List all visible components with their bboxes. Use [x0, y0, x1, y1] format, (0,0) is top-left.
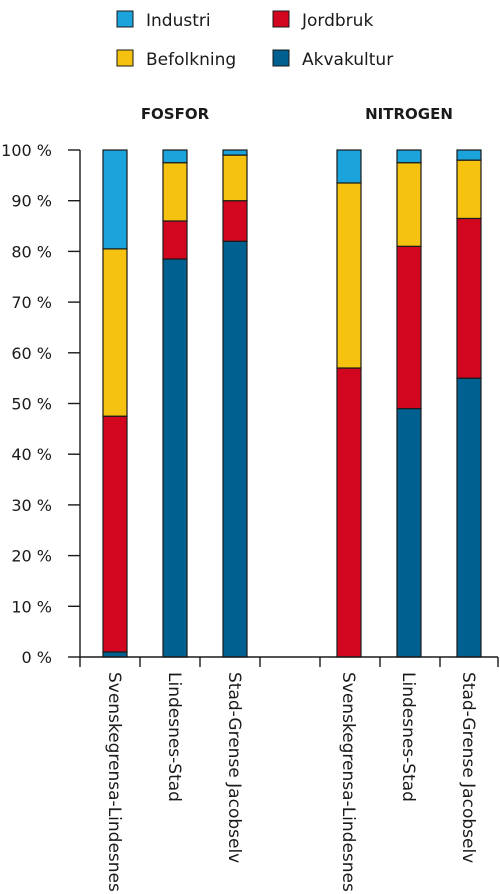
bar-fosfor-lindesnes-stad-akvakultur	[162, 258, 188, 658]
bar-nitrogen-stad-grense-jacobselv-industri	[456, 149, 482, 161]
x-axis: Svenskegrensa-Lindesnes Lindesnes-Stad Sta…	[79, 656, 499, 892]
bar-fosfor-lindesnes-stad-jordbruk	[162, 220, 188, 260]
y-tick-label-10: 10 %	[11, 597, 52, 616]
bar-nitrogen-lindesnes-stad-industri	[396, 149, 422, 164]
x-label-fosfor-svenskegrensa-lindesnes: Svenskegrensa-Lindesnes	[104, 672, 124, 892]
legend-label-industri: Industri	[146, 11, 211, 31]
x-label-nitrogen-stad-grense-jacobselv: Stad-Grense Jacobselv	[458, 672, 478, 863]
x-label-fosfor-lindesnes-stad: Lindesnes-Stad	[164, 672, 184, 802]
bar-nitrogen-lindesnes-stad-befolkning	[396, 162, 422, 247]
y-tick-label-0: 0 %	[22, 648, 52, 667]
y-tick-label-70: 70 %	[11, 293, 52, 312]
bar-fosfor-svenskegrensa-lindesnes-jordbruk	[102, 415, 128, 653]
group-titles: FOSFOR NITROGEN	[141, 105, 453, 123]
bar-nitrogen-svenskegrensa-lindesnes-jordbruk	[336, 367, 362, 658]
legend-label-befolkning: Befolkning	[146, 50, 236, 70]
x-label-nitrogen-svenskegrensa-lindesnes: Svenskegrensa-Lindesnes	[338, 672, 358, 892]
legend-swatch-jordbruk	[272, 10, 290, 28]
bar-fosfor-lindesnes-stad-industri	[162, 149, 188, 164]
bar-nitrogen-stad-grense-jacobselv-jordbruk	[456, 217, 482, 379]
y-tick-label-100: 100 %	[1, 141, 52, 160]
bar-fosfor-stad-grense-jacobselv-befolkning	[222, 154, 248, 202]
bars	[102, 149, 482, 658]
y-tick-label-80: 80 %	[11, 242, 52, 261]
bar-fosfor-stad-grense-jacobselv-jordbruk	[222, 200, 248, 242]
group-title-fosfor: FOSFOR	[141, 105, 210, 123]
bar-fosfor-stad-grense-jacobselv-industri	[222, 149, 248, 156]
bar-nitrogen-lindesnes-stad-akvakultur	[396, 407, 422, 658]
bar-fosfor-svenskegrensa-lindesnes-befolkning	[102, 248, 128, 417]
legend-label-jordbruk: Jordbruk	[301, 11, 373, 31]
bar-nitrogen-stad-grense-jacobselv-befolkning	[456, 159, 482, 220]
x-label-fosfor-stad-grense-jacobselv: Stad-Grense Jacobselv	[224, 672, 244, 863]
legend-label-akvakultur: Akvakultur	[302, 50, 393, 70]
y-tick-label-60: 60 %	[11, 344, 52, 363]
bar-nitrogen-svenskegrensa-lindesnes-befolkning	[336, 182, 362, 369]
legend-swatch-befolkning	[116, 49, 134, 67]
legend: Industri Jordbruk Befolkning Akvakultur	[116, 10, 393, 70]
legend-swatch-industri	[116, 10, 134, 28]
group-title-nitrogen: NITROGEN	[365, 105, 453, 123]
y-tick-label-40: 40 %	[11, 445, 52, 464]
y-axis: 0 % 10 % 20 % 30 % 40 % 50 % 60 % 70 % 80 % 90 % 1…	[1, 141, 81, 667]
y-tick-label-90: 90 %	[11, 192, 52, 211]
bar-nitrogen-stad-grense-jacobselv-akvakultur	[456, 377, 482, 658]
bar-nitrogen-svenskegrensa-lindesnes-industri	[336, 149, 362, 184]
bar-fosfor-svenskegrensa-lindesnes-industri	[102, 149, 128, 250]
bar-fosfor-stad-grense-jacobselv-akvakultur	[222, 240, 248, 658]
bar-fosfor-lindesnes-stad-befolkning	[162, 162, 188, 222]
bar-nitrogen-lindesnes-stad-jordbruk	[396, 245, 422, 410]
bar-fosfor-svenskegrensa-lindesnes-akvakultur	[102, 651, 128, 658]
legend-swatch-akvakultur	[272, 49, 290, 67]
x-label-nitrogen-lindesnes-stad: Lindesnes-Stad	[398, 672, 418, 802]
y-tick-label-30: 30 %	[11, 496, 52, 515]
y-tick-label-50: 50 %	[11, 395, 52, 414]
y-tick-label-20: 20 %	[11, 547, 52, 566]
